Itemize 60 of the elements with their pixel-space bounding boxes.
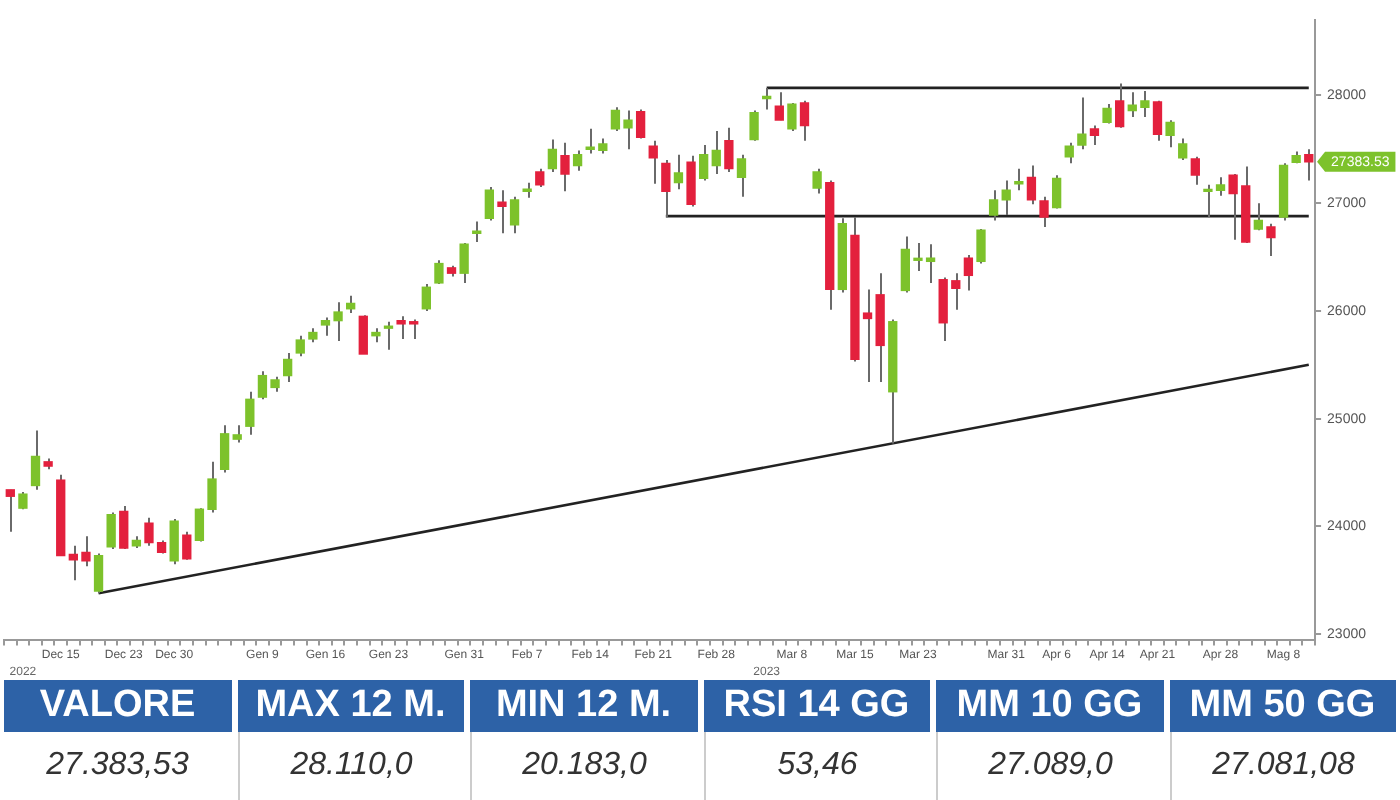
candlestick xyxy=(635,108,646,140)
candlestick xyxy=(358,314,368,356)
candlestick xyxy=(699,144,709,182)
text: 27.081,08 xyxy=(1169,732,1396,800)
text: 53,46 xyxy=(703,732,930,800)
candlestick xyxy=(219,424,230,474)
candlestick xyxy=(245,390,255,436)
candlestick xyxy=(749,109,759,142)
text: 27.089,0 xyxy=(936,732,1163,800)
candlestick xyxy=(661,159,671,219)
text: 20.183,0 xyxy=(470,732,697,800)
text: 27.383,53 xyxy=(44,746,191,786)
text: MM 10 GG xyxy=(936,680,1163,732)
text: MIN 12 M. xyxy=(470,680,697,732)
candlestick xyxy=(5,488,15,533)
candlestick xyxy=(421,283,431,312)
candlestick xyxy=(535,167,545,189)
candlestick xyxy=(1051,174,1062,210)
candlestick xyxy=(774,91,784,122)
candlestick xyxy=(1165,119,1175,149)
candlestick xyxy=(182,530,192,561)
candlestick xyxy=(169,517,179,566)
candlestick xyxy=(282,351,293,384)
candlestick xyxy=(1190,155,1200,186)
candlestick xyxy=(1089,124,1100,146)
candlestick xyxy=(509,195,520,235)
candlestick xyxy=(484,186,495,222)
candlestick xyxy=(497,189,507,235)
candlestick xyxy=(648,139,658,185)
candlestick xyxy=(963,253,974,292)
candlestick xyxy=(1266,222,1276,257)
candlestick xyxy=(976,228,986,265)
candlestick xyxy=(572,149,583,172)
candlestick xyxy=(93,552,104,595)
candlestick xyxy=(459,242,469,284)
candlestick xyxy=(988,189,999,222)
candlestick xyxy=(560,141,570,193)
candlestick xyxy=(812,167,822,195)
candlestick xyxy=(547,138,558,173)
text: RSI 14 GG xyxy=(703,680,930,732)
candlestick xyxy=(1178,137,1188,162)
candlestick xyxy=(787,101,797,132)
candlestick xyxy=(30,429,41,491)
candlestick xyxy=(686,154,696,208)
text: MAX 12 M. xyxy=(237,680,464,732)
candlestick xyxy=(119,504,129,551)
candlestick xyxy=(1001,179,1011,217)
candlestick xyxy=(673,153,684,191)
text: VALORE xyxy=(4,680,231,732)
candlestick xyxy=(799,99,810,142)
candlestick xyxy=(1152,99,1163,142)
candlestick xyxy=(1115,82,1125,129)
candlestick xyxy=(711,129,721,176)
text: 28.110,0 xyxy=(237,732,464,800)
candlestick xyxy=(106,511,116,551)
candlestick xyxy=(724,126,734,173)
candlestick xyxy=(1304,148,1314,182)
candlestick xyxy=(736,153,747,198)
text: MM 50 GG xyxy=(1169,680,1396,732)
candlestick xyxy=(1253,202,1263,232)
